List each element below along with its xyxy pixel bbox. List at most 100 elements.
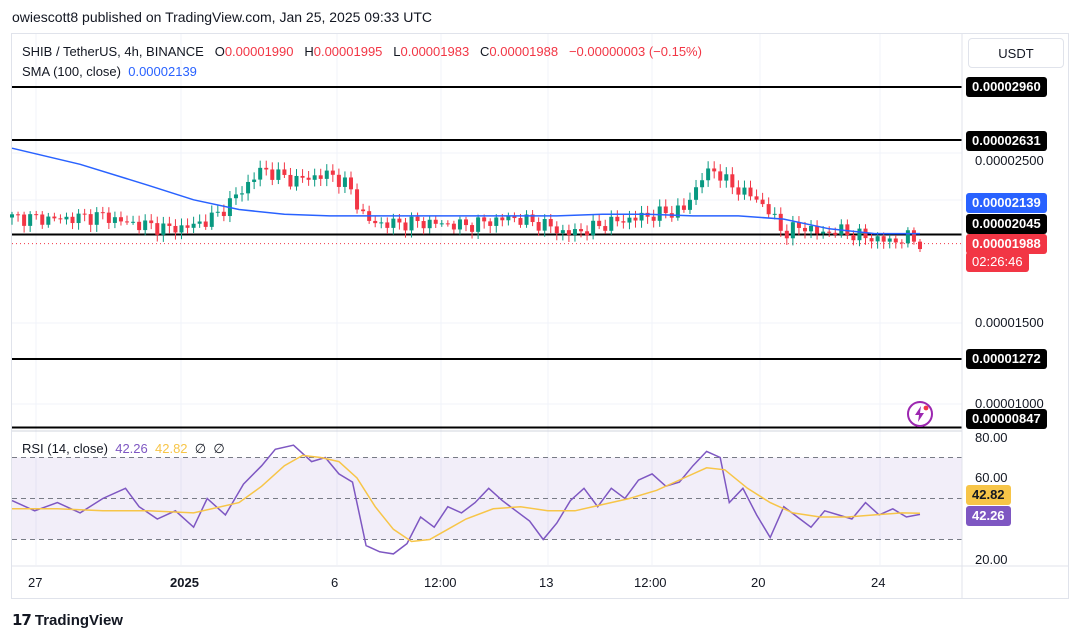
sma-label[interactable]: SMA (100, close) <box>22 64 121 79</box>
candle-body <box>887 238 892 242</box>
candle-body <box>706 168 711 181</box>
sma-value: 0.00002139 <box>128 64 197 79</box>
candle-body <box>76 213 81 224</box>
time-axis-label: 2025 <box>170 575 199 590</box>
candle-body <box>524 214 529 225</box>
candle-body <box>88 214 93 225</box>
candle-body <box>379 222 384 224</box>
rsi-axis-label: 60.00 <box>975 470 1008 485</box>
candle-body <box>639 212 644 221</box>
rsi-axis-label: 20.00 <box>975 552 1008 567</box>
candle-body <box>149 220 154 224</box>
rsi-tag: 42.26 <box>966 506 1011 526</box>
price-axis-label: 0.00001500 <box>975 315 1044 330</box>
candle-body <box>312 175 317 180</box>
candle-body <box>300 175 305 178</box>
candle-body <box>748 187 753 197</box>
candle-body <box>258 167 263 180</box>
candle-body <box>179 225 184 233</box>
candle-body <box>760 199 765 205</box>
candle-body <box>536 222 541 231</box>
candle-body <box>500 217 505 221</box>
candle-body <box>439 223 444 225</box>
candle-body <box>112 217 117 223</box>
sma-line <box>11 147 920 235</box>
candle-body <box>451 223 456 230</box>
candle-body <box>609 216 614 231</box>
rsi-label[interactable]: RSI (14, close) <box>22 441 108 456</box>
candle-body <box>361 209 366 212</box>
candle-body <box>433 219 438 224</box>
candle-body <box>875 236 880 242</box>
rsi-ma-line <box>12 454 921 543</box>
time-axis-label: 24 <box>871 575 886 590</box>
candle-body <box>355 189 360 210</box>
candle-body <box>857 228 862 241</box>
level-tag-2960: 0.00002960 <box>966 77 1047 97</box>
candle-body <box>621 221 626 223</box>
high-value: 0.00001995 <box>313 44 383 59</box>
tradingview-logo[interactable]: 𝟭𝟳 TradingView <box>12 611 123 630</box>
rsi-axis-label: 80.00 <box>975 430 1008 445</box>
candle-body <box>52 216 57 219</box>
candle-body <box>10 214 14 218</box>
candle-body <box>572 229 577 235</box>
candle-body <box>143 220 148 231</box>
candle-body <box>215 211 220 213</box>
candle-body <box>342 177 347 187</box>
candle-body <box>28 214 33 226</box>
candle-body <box>554 226 559 234</box>
candle-body <box>397 218 402 223</box>
candle-body <box>221 211 226 217</box>
candle-body <box>784 230 789 239</box>
candle-body <box>421 221 426 229</box>
price-axis-label: 0.00002500 <box>975 153 1044 168</box>
candle-body <box>766 204 771 215</box>
candle-body <box>488 221 493 226</box>
candle-body <box>209 212 214 227</box>
last-price-tag: 0.00001988 <box>966 234 1047 254</box>
candle-body <box>137 221 142 231</box>
candle-body <box>742 187 747 195</box>
candle-body <box>348 177 353 190</box>
candle-body <box>58 218 63 220</box>
countdown-tag: 02:26:46 <box>966 252 1029 272</box>
candle-body <box>155 223 160 235</box>
candle-body <box>918 241 922 250</box>
candle-body <box>264 167 269 170</box>
candle-body <box>869 238 874 242</box>
close-value: 0.00001988 <box>489 44 559 59</box>
candle-body <box>802 227 807 232</box>
candle-body <box>681 205 686 210</box>
lightning-icon[interactable] <box>907 401 933 427</box>
candle-body <box>173 225 178 233</box>
candle-body <box>657 206 662 221</box>
candle-body <box>415 216 420 222</box>
candle-body <box>512 216 517 219</box>
price-axis-label: 0.00001000 <box>975 396 1044 411</box>
candle-body <box>46 216 51 225</box>
level-tag-1272: 0.00001272 <box>966 349 1047 369</box>
candle-body <box>476 217 481 232</box>
candle-body <box>70 216 75 224</box>
main-legend: SHIB / TetherUS, 4h, BINANCE O0.00001990… <box>22 44 702 59</box>
rsi-band-fill <box>12 457 962 540</box>
candle-body <box>542 219 547 231</box>
time-axis-label: 6 <box>331 575 339 590</box>
candle-body <box>82 213 87 215</box>
publisher-line: owiescott8 published on TradingView.com,… <box>12 9 432 25</box>
candle-body <box>851 234 856 241</box>
candle-body <box>324 170 329 179</box>
currency-button[interactable]: USDT <box>968 38 1064 68</box>
candle-body <box>373 220 378 224</box>
change-value: −0.00000003 (−0.15%) <box>568 44 702 59</box>
candle-body <box>530 214 535 223</box>
candle-body <box>306 177 311 180</box>
symbol-label[interactable]: SHIB / TetherUS, 4h, BINANCE <box>22 44 204 59</box>
candle-body <box>687 199 692 210</box>
candle-body <box>197 221 202 224</box>
candle-body <box>815 225 820 234</box>
candle-body <box>391 218 396 228</box>
candle-body <box>40 214 45 225</box>
